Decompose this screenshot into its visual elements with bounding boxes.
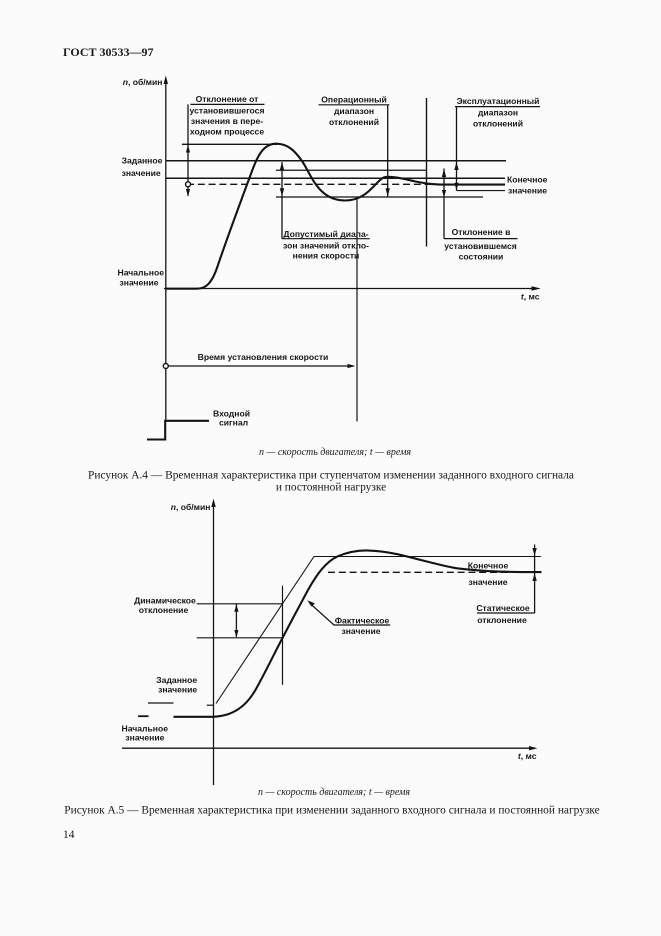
svg-text:установившегося: установившегося (190, 106, 265, 116)
svg-text:ходном процессе: ходном процессе (190, 127, 264, 137)
svg-text:Конечное: Конечное (468, 560, 509, 570)
svg-text:Динамическое: Динамическое (134, 596, 196, 606)
svg-text:n, об/мин: n, об/мин (123, 77, 163, 87)
svg-text:установившемся: установившемся (444, 241, 517, 251)
svg-text:сигнал: сигнал (219, 418, 248, 428)
svg-text:n — скорость двигателя; t — вр: n — скорость двигателя; t — время (259, 447, 411, 458)
svg-text:Начальное: Начальное (118, 268, 165, 278)
svg-text:отклонений: отклонений (473, 119, 523, 129)
svg-text:14: 14 (63, 829, 75, 841)
svg-text:Рисунок А.5 — Временная характ: Рисунок А.5 — Временная характеристика п… (64, 805, 599, 817)
svg-text:значение: значение (120, 278, 159, 288)
svg-text:Рисунок А.4 — Временная характ: Рисунок А.4 — Временная характеристика п… (88, 470, 574, 482)
svg-text:Входной: Входной (213, 409, 250, 419)
svg-text:ГОСТ 30533—97: ГОСТ 30533—97 (63, 45, 154, 59)
svg-text:значения в пере-: значения в пере- (191, 116, 263, 126)
svg-text:значение: значение (508, 185, 547, 195)
svg-text:Эксплуатационный: Эксплуатационный (457, 96, 540, 106)
svg-text:значение: значение (122, 168, 161, 178)
svg-text:значение: значение (125, 733, 164, 743)
svg-text:значение: значение (158, 684, 197, 694)
svg-text:Время установления скорости: Время установления скорости (198, 352, 329, 362)
svg-text:t, мс: t, мс (518, 751, 537, 761)
svg-text:Заданное: Заданное (156, 675, 197, 685)
svg-text:Начальное: Начальное (122, 724, 169, 734)
svg-text:нения скорости: нения скорости (293, 250, 360, 260)
svg-text:зон значений откло-: зон значений откло- (283, 240, 369, 250)
svg-text:отклонение: отклонение (477, 615, 527, 625)
svg-text:диапазон: диапазон (334, 106, 374, 116)
svg-text:состоянии: состоянии (459, 252, 504, 262)
svg-text:Допустимый диапа-: Допустимый диапа- (283, 229, 368, 239)
svg-text:Операционный: Операционный (321, 94, 387, 104)
svg-text:отклонений: отклонений (329, 117, 379, 127)
svg-text:Отклонение в: Отклонение в (452, 227, 511, 237)
svg-text:Фактическое: Фактическое (335, 616, 390, 626)
svg-text:значение: значение (341, 626, 380, 636)
svg-text:n, об/мин: n, об/мин (171, 502, 211, 512)
svg-text:Отклонение от: Отклонение от (196, 94, 259, 104)
svg-text:диапазон: диапазон (478, 108, 518, 118)
svg-text:Статическое: Статическое (476, 603, 530, 613)
svg-text:Заданное: Заданное (122, 155, 163, 165)
svg-text:Конечное: Конечное (507, 175, 548, 185)
svg-text:n — скорость двигателя; t — вр: n — скорость двигателя; t — время (258, 787, 410, 798)
svg-text:значение: значение (468, 577, 507, 587)
svg-text:t, мс: t, мс (521, 292, 540, 302)
svg-text:и постоянной нагрузке: и постоянной нагрузке (276, 482, 386, 494)
svg-text:отклонение: отклонение (139, 605, 189, 615)
